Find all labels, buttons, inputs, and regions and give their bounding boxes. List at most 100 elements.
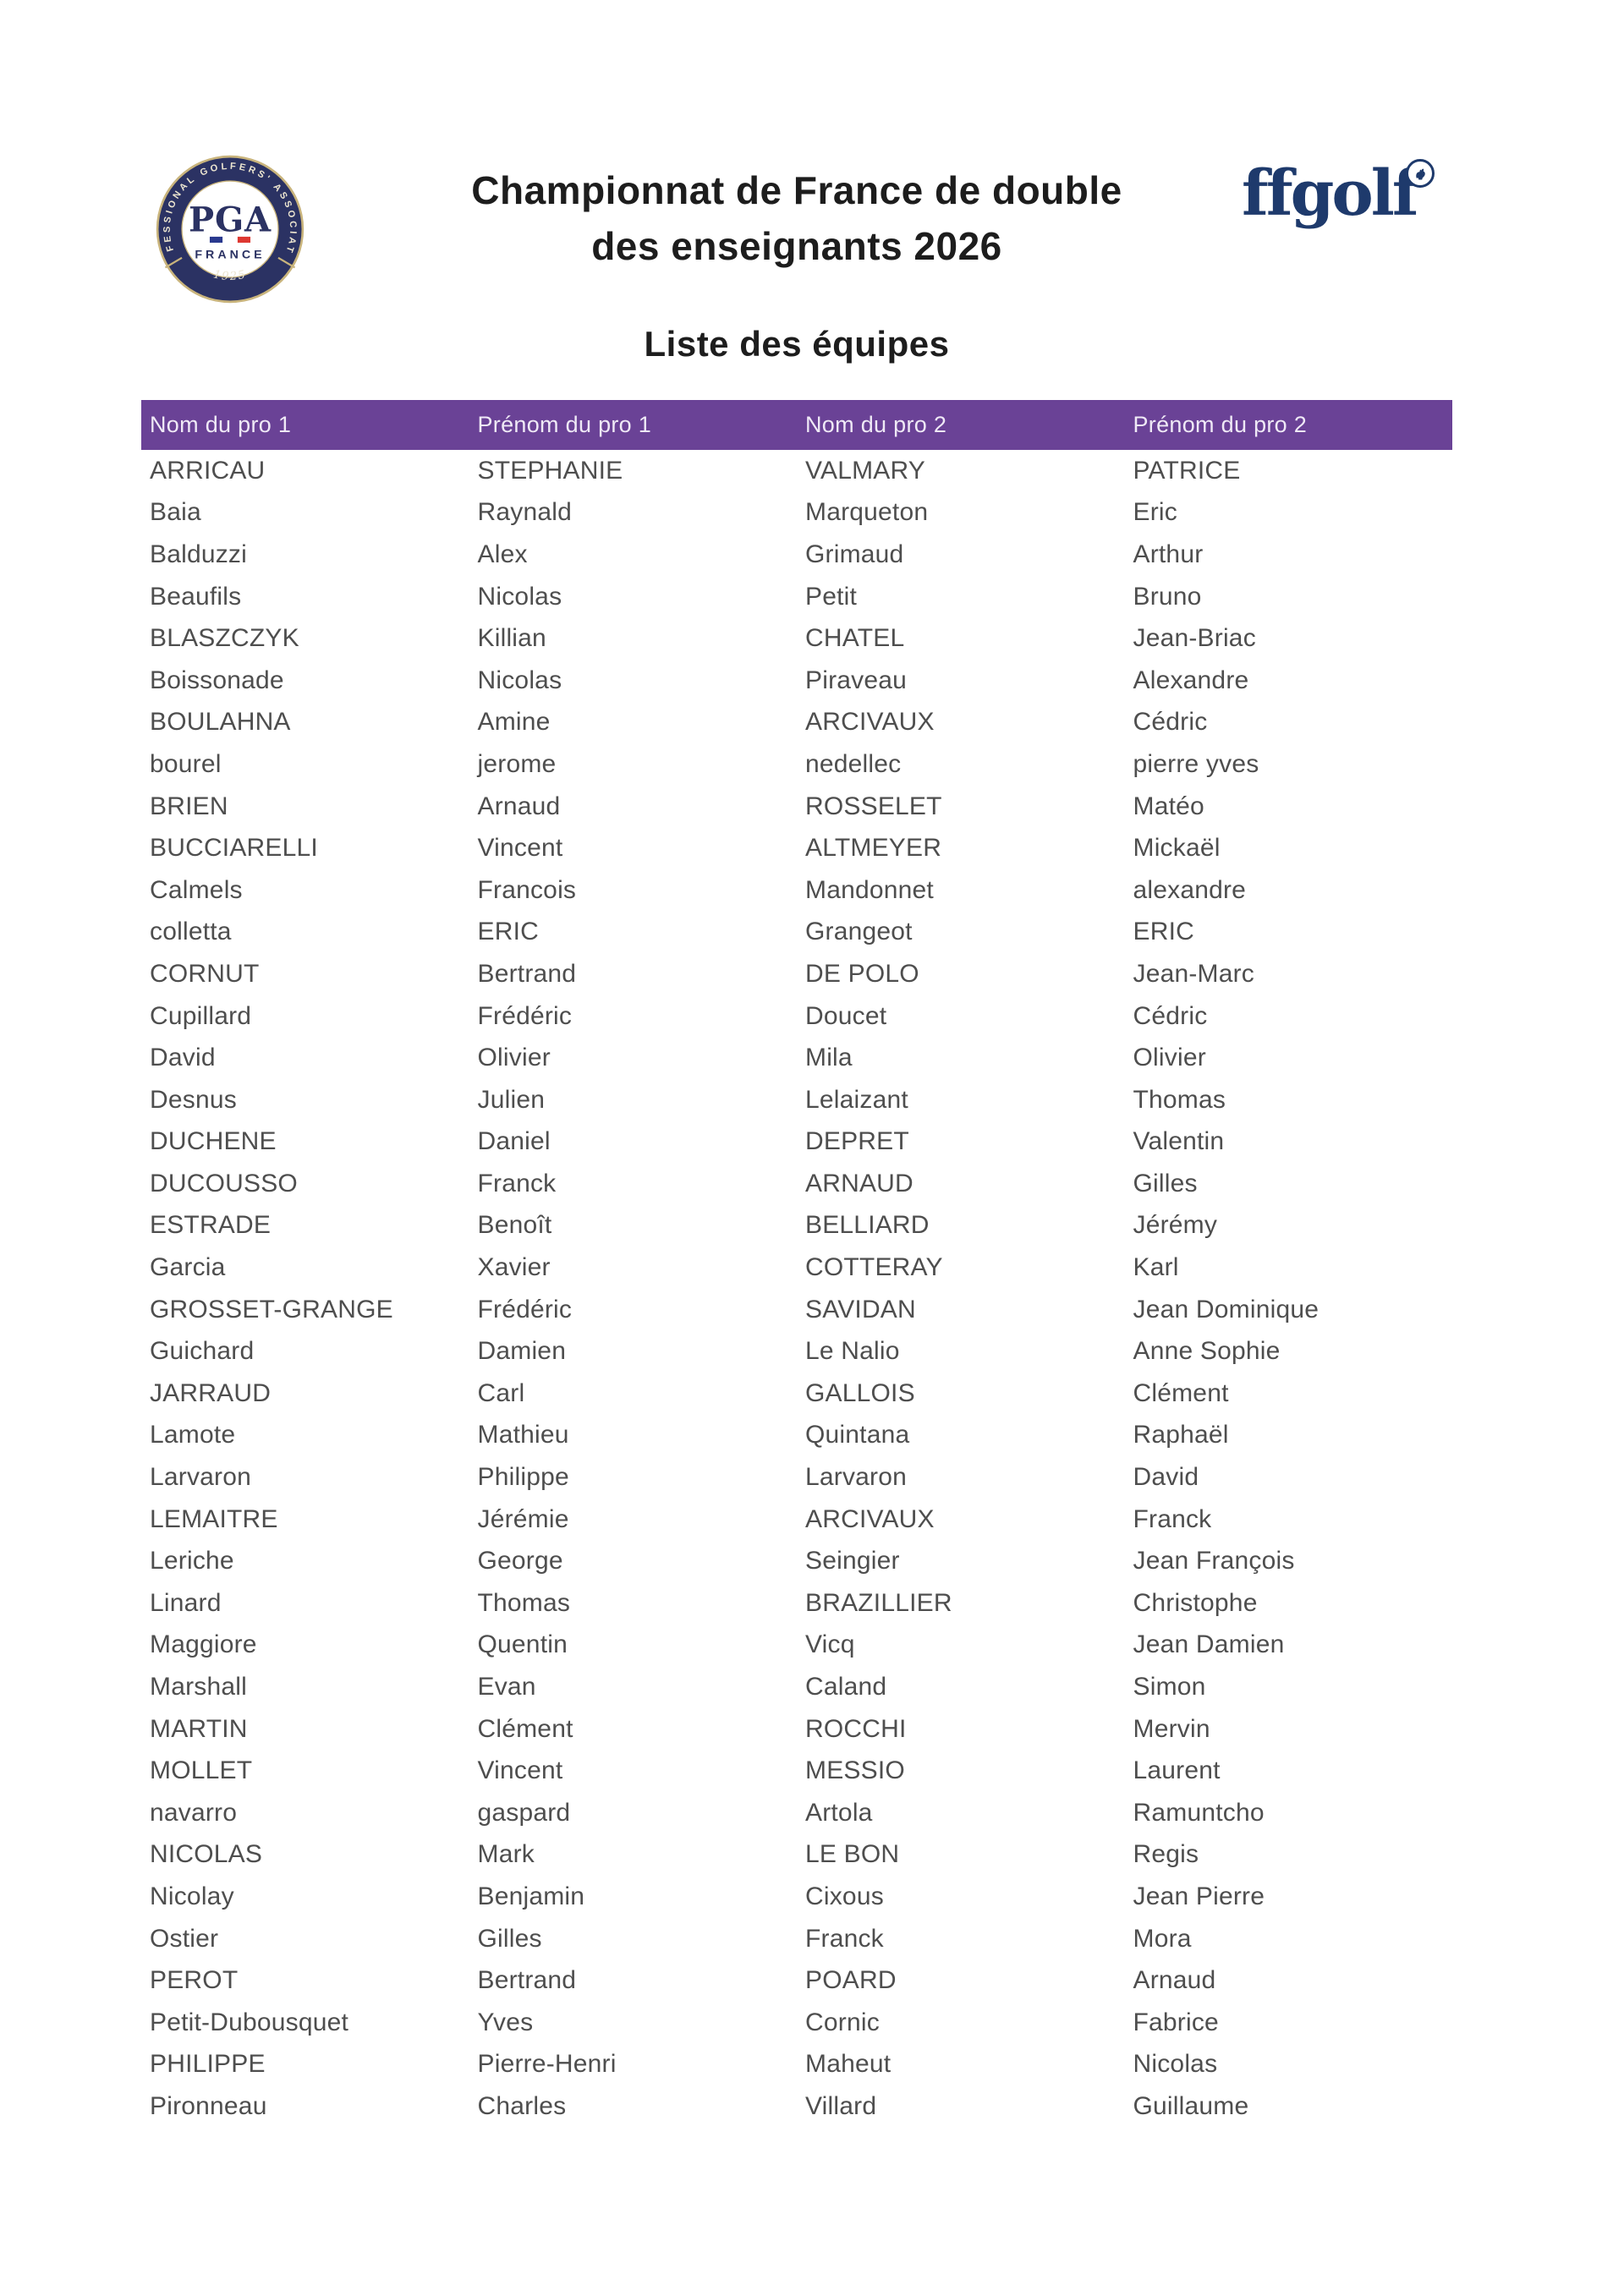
table-cell: ERIC: [1133, 918, 1194, 946]
table-cell: Thomas: [1133, 1085, 1226, 1114]
table-cell: BELLIARD: [805, 1211, 930, 1240]
table-cell: Seingier: [805, 1547, 900, 1575]
table-cell: DE POLO: [805, 959, 919, 988]
table-cell: Thomas: [477, 1588, 571, 1617]
table-row: Marshall Evan Caland Simon: [141, 1666, 1452, 1708]
list-subtitle: Liste des équipes: [644, 324, 950, 364]
table-cell: Franck: [805, 1924, 884, 1953]
table-cell: ARCIVAUX: [805, 1504, 935, 1533]
table-cell: Arnaud: [1133, 1966, 1216, 1995]
table-cell: Damien: [477, 1337, 567, 1366]
table-cell: Ramuntcho: [1133, 1798, 1265, 1827]
table-cell: COTTERAY: [805, 1253, 943, 1282]
table-cell: Eric: [1133, 498, 1177, 527]
table-cell: Amine: [477, 708, 551, 737]
table-cell: ARRICAU: [150, 456, 266, 485]
table-cell: Vincent: [477, 834, 563, 863]
table-cell: Bertrand: [477, 959, 577, 988]
table-cell: Jean Pierre: [1133, 1882, 1265, 1910]
table-cell: LE BON: [805, 1840, 900, 1869]
table-cell: Boissonade: [150, 666, 284, 694]
table-row: DUCHENE Daniel DEPRET Valentin: [141, 1121, 1452, 1164]
table-cell: Nicolas: [477, 666, 562, 694]
table-cell: Lamote: [150, 1421, 236, 1449]
table-cell: Caland: [805, 1673, 887, 1701]
table-row: JARRAUD Carl GALLOIS Clément: [141, 1373, 1452, 1415]
table-cell: Jean Dominique: [1133, 1295, 1320, 1323]
table-cell: Cupillard: [150, 1001, 252, 1030]
table-cell: Pierre-Henri: [477, 2050, 617, 2079]
table-cell: Balduzzi: [150, 540, 247, 568]
table-cell: Benjamin: [477, 1882, 585, 1910]
table-row: CORNUT Bertrand DE POLO Jean-Marc: [141, 953, 1452, 995]
table-cell: STEPHANIE: [477, 456, 623, 485]
table-cell: POARD: [805, 1966, 897, 1995]
table-cell: Artola: [805, 1798, 873, 1827]
table-cell: MARTIN: [150, 1714, 248, 1743]
table-cell: Karl: [1133, 1253, 1179, 1282]
table-cell: Jérémie: [477, 1504, 569, 1533]
table-cell: Alex: [477, 540, 528, 568]
table-row: Baia Raynald Marqueton Eric: [141, 492, 1452, 534]
table-cell: colletta: [150, 918, 232, 946]
table-row: Nicolay Benjamin Cixous Jean Pierre: [141, 1876, 1452, 1918]
table-cell: PATRICE: [1133, 456, 1241, 485]
table-row: Ostier Gilles Franck Mora: [141, 1918, 1452, 1960]
table-row: ESTRADE Benoît BELLIARD Jérémy: [141, 1205, 1452, 1247]
pga-country-label: FRANCE: [195, 249, 265, 262]
table-cell: Jean François: [1133, 1547, 1295, 1575]
table-cell: Clément: [477, 1714, 573, 1743]
pga-acronym: PGA: [189, 200, 272, 240]
table-cell: Nicolas: [477, 582, 562, 611]
table-cell: Valentin: [1133, 1127, 1225, 1156]
table-cell: GALLOIS: [805, 1378, 915, 1407]
table-row: Desnus Julien Lelaizant Thomas: [141, 1079, 1452, 1121]
ffgolf-wordmark: ffgolf: [1242, 157, 1419, 230]
table-cell: DEPRET: [805, 1127, 909, 1156]
table-cell: Baia: [150, 498, 201, 527]
table-cell: Petit-Dubousquet: [150, 2008, 349, 2036]
table-cell: Cédric: [1133, 708, 1208, 737]
table-cell: ROSSELET: [805, 792, 942, 820]
table-cell: Maggiore: [150, 1630, 257, 1659]
table-cell: Quintana: [805, 1421, 910, 1449]
ffgolf-logo: ffgolf: [1242, 159, 1462, 247]
table-cell: Maheut: [805, 2050, 892, 2079]
table-cell: Mathieu: [477, 1421, 569, 1449]
table-cell: pierre yves: [1133, 749, 1259, 778]
table-cell: bourel: [150, 749, 222, 778]
table-cell: CORNUT: [150, 959, 260, 988]
table-cell: Franck: [477, 1169, 557, 1197]
table-cell: Jean-Marc: [1133, 959, 1255, 988]
table-cell: Franck: [1133, 1504, 1212, 1533]
table-cell: Desnus: [150, 1085, 237, 1114]
table-cell: Jérémy: [1133, 1211, 1218, 1240]
table-cell: Villard: [805, 2091, 877, 2120]
table-cell: CHATEL: [805, 624, 905, 653]
table-cell: Arnaud: [477, 792, 561, 820]
table-row: BRIEN Arnaud ROSSELET Matéo: [141, 786, 1452, 828]
table-cell: Petit: [805, 582, 858, 611]
table-row: GROSSET-GRANGE Frédéric SAVIDAN Jean Domini…: [141, 1289, 1452, 1331]
table-cell: Grangeot: [805, 918, 913, 946]
table-cell: Larvaron: [150, 1463, 252, 1492]
table-cell: Killian: [477, 624, 546, 653]
table-row: Cupillard Frédéric Doucet Cédric: [141, 995, 1452, 1038]
table-cell: Frédéric: [477, 1001, 573, 1030]
table-cell: David: [1133, 1463, 1199, 1492]
table-cell: Clément: [1133, 1378, 1229, 1407]
page-title: Championnat de France de double des ense…: [141, 162, 1452, 274]
table-cell: Linard: [150, 1588, 222, 1617]
pga-france-logo: PROFESSIONAL GOLFERS' ASSOCIATION 1925 P…: [155, 154, 304, 304]
table-cell: BLASZCZYK: [150, 624, 299, 653]
table-row: colletta ERIC Grangeot ERIC: [141, 912, 1452, 954]
table-cell: Simon: [1133, 1673, 1206, 1701]
table-row: navarro gaspard Artola Ramuntcho: [141, 1792, 1452, 1834]
table-cell: Nicolas: [1133, 2050, 1218, 2079]
table-cell: LEMAITRE: [150, 1504, 278, 1533]
table-cell: Mervin: [1133, 1714, 1210, 1743]
table-cell: Christophe: [1133, 1588, 1258, 1617]
page-title-line1: Championnat de France de double: [471, 168, 1122, 212]
table-cell: PHILIPPE: [150, 2050, 266, 2079]
table-row: Maggiore Quentin Vicq Jean Damien: [141, 1625, 1452, 1667]
